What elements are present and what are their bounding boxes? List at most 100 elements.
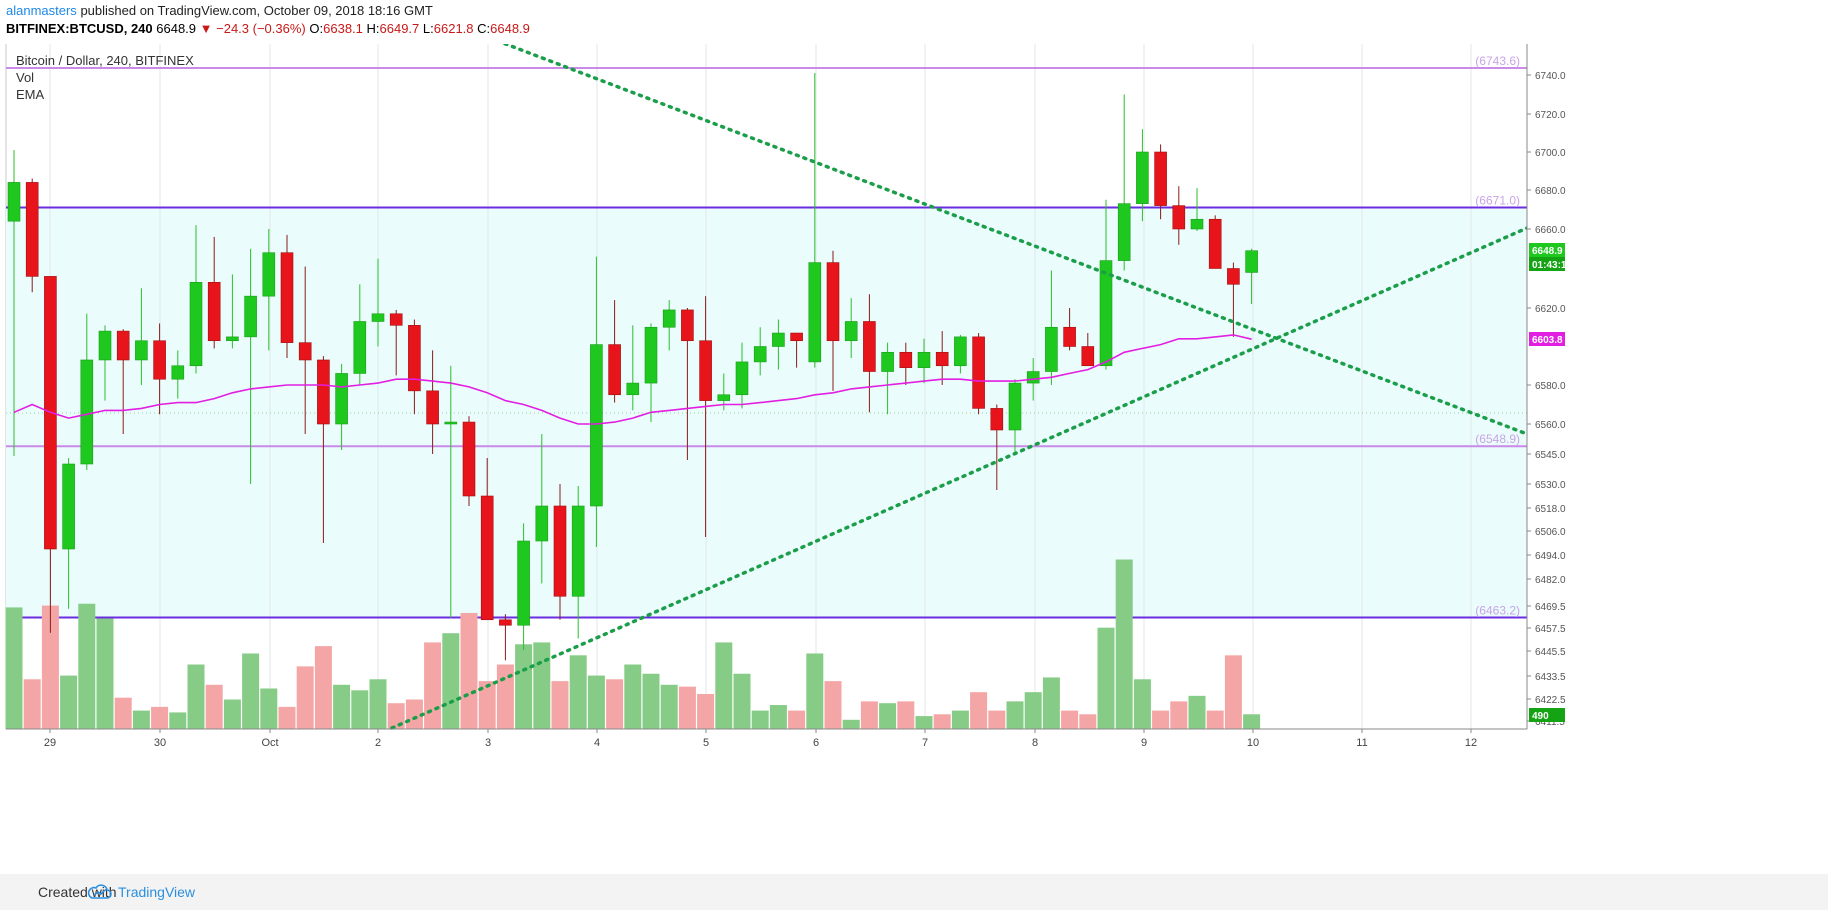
- volume-bar: [1133, 679, 1151, 729]
- candle-body: [535, 505, 549, 542]
- volume-bar: [96, 618, 114, 729]
- countdown-label: 01:43:12: [1532, 260, 1572, 271]
- volume-bar: [405, 699, 423, 729]
- volume-bar: [1243, 714, 1261, 729]
- low-label: L:: [422, 21, 434, 36]
- chart-legend: Bitcoin / Dollar, 240, BITFINEX Vol EMA: [16, 52, 194, 103]
- volume-bar: [114, 697, 132, 729]
- publish-info: alanmasters published on TradingView.com…: [6, 3, 433, 18]
- candle-body: [1227, 268, 1240, 285]
- price-tick-label: 6660.0: [1535, 225, 1566, 236]
- candle-body: [590, 344, 603, 507]
- tradingview-brand[interactable]: TradingView: [118, 884, 196, 900]
- volume-bar: [187, 664, 205, 729]
- legend-ema[interactable]: EMA: [16, 87, 45, 102]
- time-tick-label: 6: [813, 737, 819, 749]
- volume-bar: [642, 673, 660, 729]
- volume-bar: [23, 679, 41, 729]
- price-tick-label: 6494.0: [1535, 551, 1566, 562]
- author-link[interactable]: alanmasters: [6, 3, 77, 18]
- candle-body: [207, 282, 221, 342]
- candle-body: [899, 351, 913, 368]
- candle-body: [517, 540, 530, 626]
- price-tick-label: 6740.0: [1535, 71, 1566, 82]
- price-tick-label: 6545.0: [1535, 450, 1566, 461]
- open-value: 6638.1: [323, 21, 363, 36]
- volume-bar: [587, 675, 605, 729]
- candle-body: [1190, 218, 1204, 230]
- price-tick-label: 6580.0: [1535, 381, 1566, 392]
- candle-body: [353, 321, 367, 374]
- candle-body: [662, 309, 676, 328]
- price-tick-label: 6445.5: [1535, 647, 1566, 658]
- candle-body: [935, 351, 949, 367]
- candle-body: [626, 382, 640, 396]
- volume-bar: [1061, 710, 1079, 729]
- candle-body: [772, 332, 785, 347]
- cloud-icon: [87, 884, 112, 899]
- candle-body: [826, 262, 840, 342]
- chart-header: alanmasters published on TradingView.com…: [0, 0, 1828, 44]
- volume-bar: [1024, 692, 1042, 729]
- candle-body: [244, 295, 257, 338]
- time-tick-label: 29: [44, 737, 56, 749]
- candle-body: [262, 252, 276, 297]
- publish-text: published on TradingView.com, October 09…: [80, 3, 433, 18]
- volume-bar: [1152, 710, 1170, 729]
- candle-body: [1008, 382, 1022, 431]
- candle-body: [389, 313, 403, 326]
- volume-bar: [697, 694, 715, 729]
- legend-title: Bitcoin / Dollar, 240, BITFINEX: [16, 53, 194, 68]
- last-price-label-box: [1529, 243, 1565, 257]
- horizontal-level-label: (6671.0): [1475, 194, 1520, 208]
- legend-vol[interactable]: Vol: [16, 70, 35, 85]
- ema-price-label-box: [1529, 332, 1565, 346]
- last-price-label: 6648.9: [1532, 246, 1563, 257]
- candle-body: [753, 346, 767, 363]
- price-chart[interactable]: (6743.6)(6671.0)(6548.9)(6463.2)6740.067…: [0, 36, 1828, 874]
- volume-bar: [242, 653, 260, 729]
- candle-body: [1154, 151, 1167, 206]
- candle-body: [444, 421, 458, 425]
- volume-bar: [533, 642, 551, 729]
- candle-body: [317, 359, 330, 425]
- chart-area[interactable]: (6743.6) (6671.0) (6548.9) (6463.2) 6740.0 67…: [0, 36, 1828, 874]
- volume-bar: [460, 612, 478, 729]
- volume-label-box: [1529, 708, 1565, 722]
- candle-body: [553, 505, 567, 597]
- candle-body: [499, 619, 512, 626]
- candle-body: [335, 373, 348, 425]
- candle-body: [863, 321, 876, 372]
- high-value: 6649.7: [379, 21, 420, 36]
- volume-bar: [569, 655, 587, 729]
- volume-bar: [223, 699, 241, 729]
- last-price: 6648.9: [156, 21, 197, 36]
- candle-body: [7, 182, 21, 222]
- candle-body: [1026, 371, 1040, 384]
- volume-bar: [624, 664, 642, 729]
- candle-body: [644, 326, 658, 384]
- candle-body: [1136, 151, 1149, 204]
- horizontal-level-label: (6548.9): [1475, 432, 1520, 446]
- volume-bar: [132, 710, 150, 729]
- volume-bar: [260, 688, 278, 729]
- volume-bar: [842, 719, 860, 729]
- volume-bar: [1170, 701, 1188, 729]
- volume-bar: [1097, 627, 1115, 729]
- time-tick-label: 30: [154, 737, 166, 749]
- volume-bar: [442, 633, 460, 729]
- open-label: O:: [309, 21, 324, 36]
- candle-body: [790, 332, 803, 342]
- volume-bar: [860, 701, 878, 729]
- volume-bar: [660, 684, 678, 729]
- candle-body: [1045, 326, 1058, 372]
- candle-body: [954, 336, 967, 367]
- ohlc-line: BITFINEX:BTCUSD, 240 6648.9 ▼ −24.3 (−0.…: [6, 21, 530, 36]
- volume-bar: [788, 710, 806, 729]
- volume-bar: [769, 705, 787, 729]
- volume-bar: [715, 642, 733, 729]
- candle-body: [480, 495, 494, 621]
- volume-bar: [988, 710, 1006, 729]
- volume-bar: [1206, 710, 1224, 729]
- candle-body: [298, 342, 312, 361]
